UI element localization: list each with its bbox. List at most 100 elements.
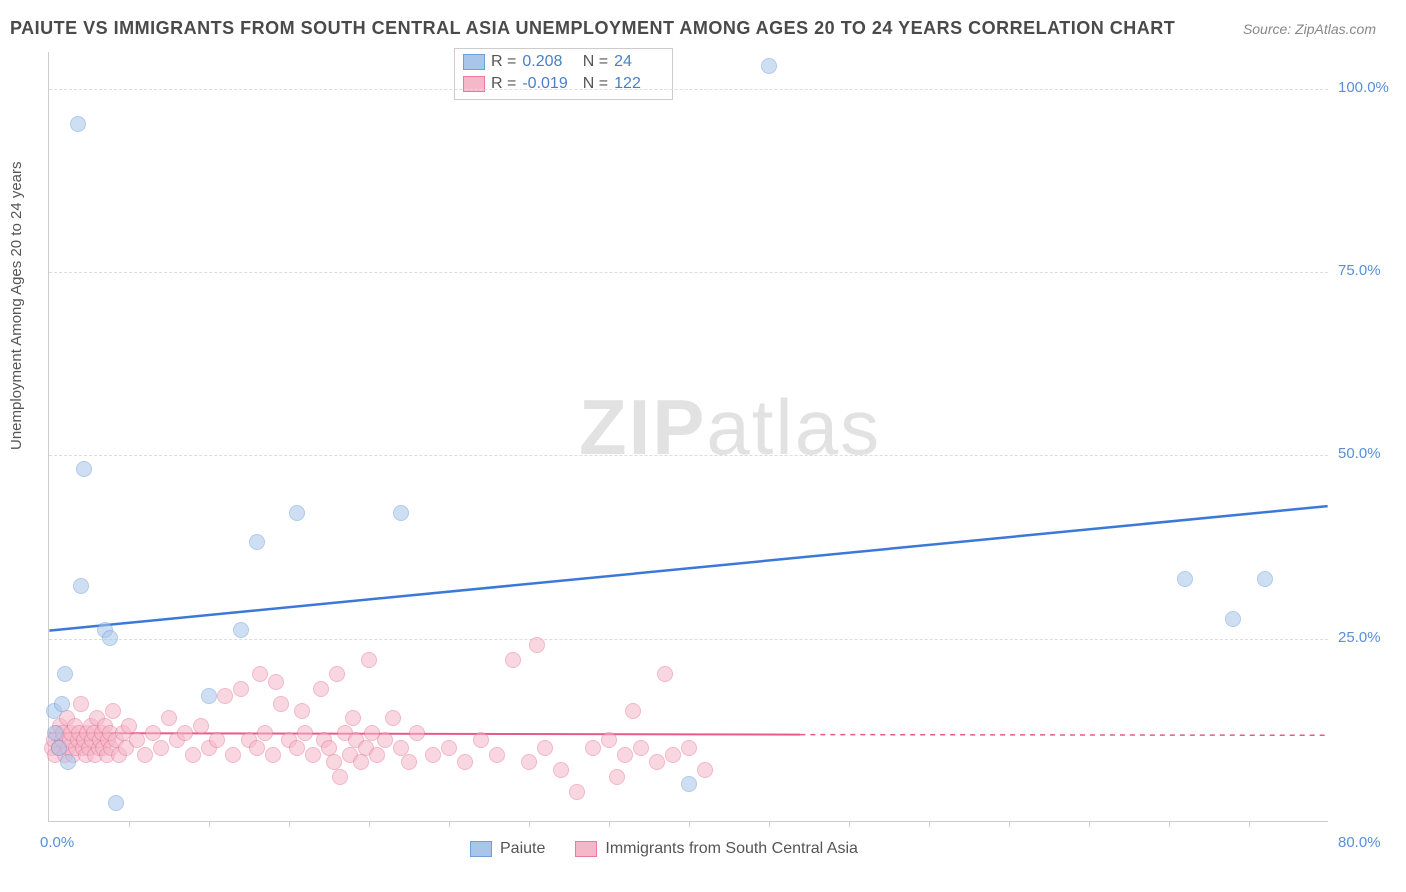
data-point	[70, 116, 86, 132]
data-point	[665, 747, 681, 763]
data-point	[273, 696, 289, 712]
chart-header: PAIUTE VS IMMIGRANTS FROM SOUTH CENTRAL …	[10, 18, 1376, 39]
data-point	[252, 666, 268, 682]
data-point	[369, 747, 385, 763]
y-tick-label: 100.0%	[1338, 79, 1389, 96]
data-point	[553, 762, 569, 778]
data-point	[249, 740, 265, 756]
data-point	[633, 740, 649, 756]
trend-lines	[49, 52, 1328, 821]
data-point	[393, 740, 409, 756]
data-point	[177, 725, 193, 741]
data-point	[161, 710, 177, 726]
data-point	[345, 710, 361, 726]
data-point	[601, 732, 617, 748]
data-point	[329, 666, 345, 682]
chart-title: PAIUTE VS IMMIGRANTS FROM SOUTH CENTRAL …	[10, 18, 1175, 39]
data-point	[585, 740, 601, 756]
data-point	[1257, 571, 1273, 587]
data-point	[57, 666, 73, 682]
data-point	[54, 696, 70, 712]
x-tick-label-min: 0.0%	[40, 834, 74, 851]
data-point	[425, 747, 441, 763]
x-tick	[1089, 821, 1090, 827]
data-point	[153, 740, 169, 756]
x-tick	[369, 821, 370, 827]
data-point	[76, 461, 92, 477]
data-point	[1177, 571, 1193, 587]
data-point	[201, 688, 217, 704]
data-point	[129, 732, 145, 748]
data-point	[697, 762, 713, 778]
x-tick	[769, 821, 770, 827]
data-point	[681, 740, 697, 756]
data-point	[73, 696, 89, 712]
data-point	[657, 666, 673, 682]
data-point	[297, 725, 313, 741]
scatter-chart: ZIPatlas R = 0.208 N = 24 R = -0.019 N =…	[48, 52, 1328, 822]
legend-item-immigrants: Immigrants from South Central Asia	[575, 840, 858, 858]
y-axis-label: Unemployment Among Ages 20 to 24 years	[8, 161, 25, 450]
data-point	[489, 747, 505, 763]
data-point	[1225, 611, 1241, 627]
data-point	[321, 740, 337, 756]
data-point	[313, 681, 329, 697]
data-point	[326, 754, 342, 770]
x-tick	[129, 821, 130, 827]
data-point	[294, 703, 310, 719]
x-tick	[209, 821, 210, 827]
data-point	[217, 688, 233, 704]
x-tick	[1169, 821, 1170, 827]
data-point	[121, 718, 137, 734]
x-tick	[609, 821, 610, 827]
data-point	[185, 747, 201, 763]
y-tick-label: 50.0%	[1338, 445, 1381, 462]
grid-line	[49, 272, 1328, 273]
data-point	[609, 769, 625, 785]
data-point	[305, 747, 321, 763]
x-tick	[1009, 821, 1010, 827]
data-point	[257, 725, 273, 741]
source-attribution: Source: ZipAtlas.com	[1243, 21, 1376, 37]
data-point	[401, 754, 417, 770]
trend-line	[800, 735, 1327, 736]
x-tick	[289, 821, 290, 827]
x-tick	[849, 821, 850, 827]
data-point	[625, 703, 641, 719]
data-point	[353, 754, 369, 770]
data-point	[249, 534, 265, 550]
data-point	[137, 747, 153, 763]
series-legend: Paiute Immigrants from South Central Asi…	[470, 840, 858, 858]
grid-line	[49, 455, 1328, 456]
data-point	[569, 784, 585, 800]
legend-item-paiute: Paiute	[470, 840, 545, 858]
y-tick-label: 75.0%	[1338, 262, 1381, 279]
legend-swatch-paiute	[470, 841, 492, 857]
x-tick	[1249, 821, 1250, 827]
data-point	[73, 578, 89, 594]
data-point	[209, 732, 225, 748]
data-point	[505, 652, 521, 668]
data-point	[268, 674, 284, 690]
data-point	[393, 505, 409, 521]
data-point	[102, 630, 118, 646]
data-point	[385, 710, 401, 726]
data-point	[51, 740, 67, 756]
legend-swatch-immigrants	[575, 841, 597, 857]
data-point	[473, 732, 489, 748]
grid-line	[49, 89, 1328, 90]
x-tick-label-max: 80.0%	[1338, 834, 1381, 851]
data-point	[409, 725, 425, 741]
data-point	[47, 725, 63, 741]
data-point	[529, 637, 545, 653]
legend-label-immigrants: Immigrants from South Central Asia	[605, 840, 858, 858]
data-point	[105, 703, 121, 719]
x-tick	[689, 821, 690, 827]
x-tick	[529, 821, 530, 827]
data-point	[681, 776, 697, 792]
data-point	[537, 740, 553, 756]
data-point	[332, 769, 348, 785]
data-point	[617, 747, 633, 763]
data-point	[225, 747, 241, 763]
data-point	[521, 754, 537, 770]
